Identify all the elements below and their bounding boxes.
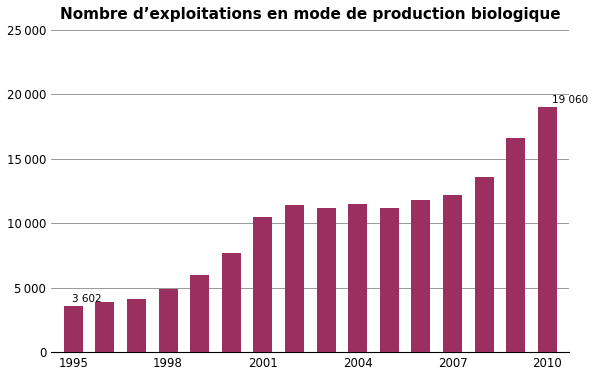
Bar	[380, 208, 399, 352]
Bar	[254, 217, 272, 352]
Text: 19 060: 19 060	[552, 95, 588, 105]
Bar	[411, 200, 430, 352]
Text: 3 602: 3 602	[72, 294, 101, 304]
Bar	[538, 107, 557, 352]
Bar	[506, 138, 525, 352]
Bar	[316, 208, 336, 352]
Title: Nombre d’exploitations en mode de production biologique: Nombre d’exploitations en mode de produc…	[60, 7, 561, 22]
Bar	[190, 275, 209, 352]
Bar	[64, 306, 83, 352]
Bar	[159, 289, 177, 352]
Bar	[285, 205, 304, 352]
Bar	[475, 177, 494, 352]
Bar	[222, 253, 241, 352]
Bar	[443, 195, 462, 352]
Bar	[348, 204, 367, 352]
Bar	[96, 302, 115, 352]
Bar	[127, 299, 146, 352]
